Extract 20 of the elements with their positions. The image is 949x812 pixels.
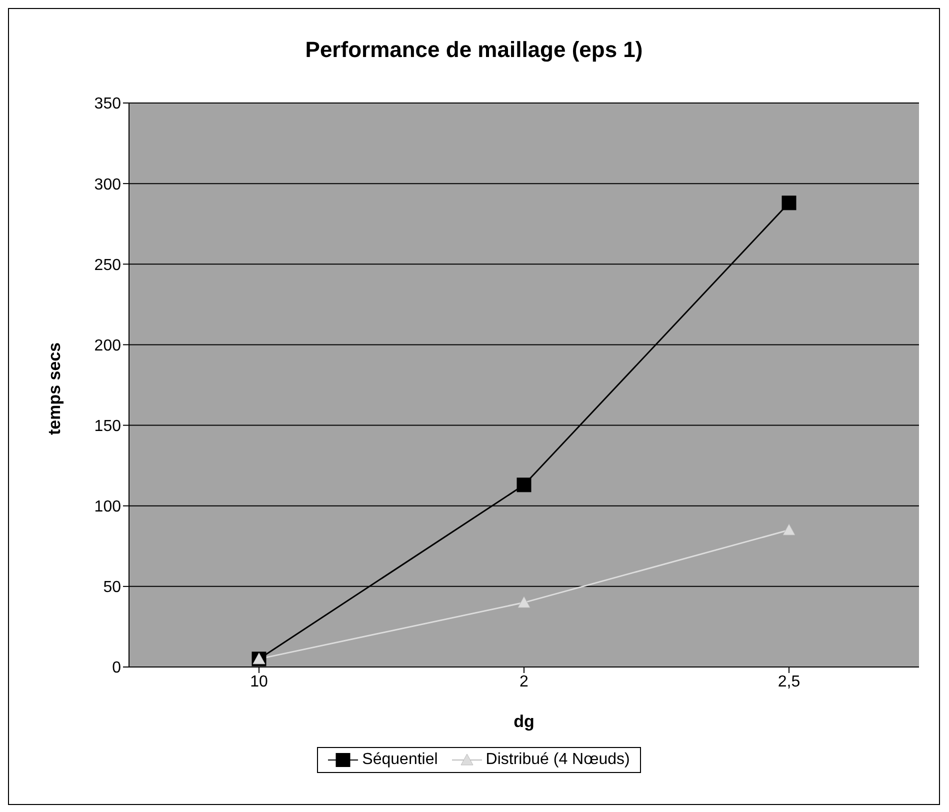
y-tick-label: 100	[94, 498, 122, 516]
y-tick-label: 150	[94, 418, 122, 435]
x-axis-title: dg	[514, 712, 534, 731]
y-tick-label: 250	[94, 256, 122, 274]
legend-label: Séquentiel	[361, 751, 438, 769]
y-tick-label: 300	[94, 176, 122, 194]
x-tick-label: 2	[520, 673, 529, 690]
chart-title: Performance de maillage (eps 1)	[304, 37, 644, 63]
point	[782, 196, 796, 210]
legend-label: Distribué (4 Nœuds)	[484, 751, 630, 769]
x-tick-label: 2,5	[778, 673, 800, 690]
y-tick-label: 0	[112, 660, 122, 677]
point	[782, 524, 796, 536]
x-tick-label: 10	[250, 673, 268, 690]
y-axis-title: temps secs	[45, 342, 64, 435]
point	[516, 478, 532, 492]
point	[518, 596, 530, 608]
y-tick-label: 350	[94, 96, 122, 113]
y-tick-label: 50	[103, 579, 122, 596]
y-tick-label: 200	[94, 337, 122, 354]
